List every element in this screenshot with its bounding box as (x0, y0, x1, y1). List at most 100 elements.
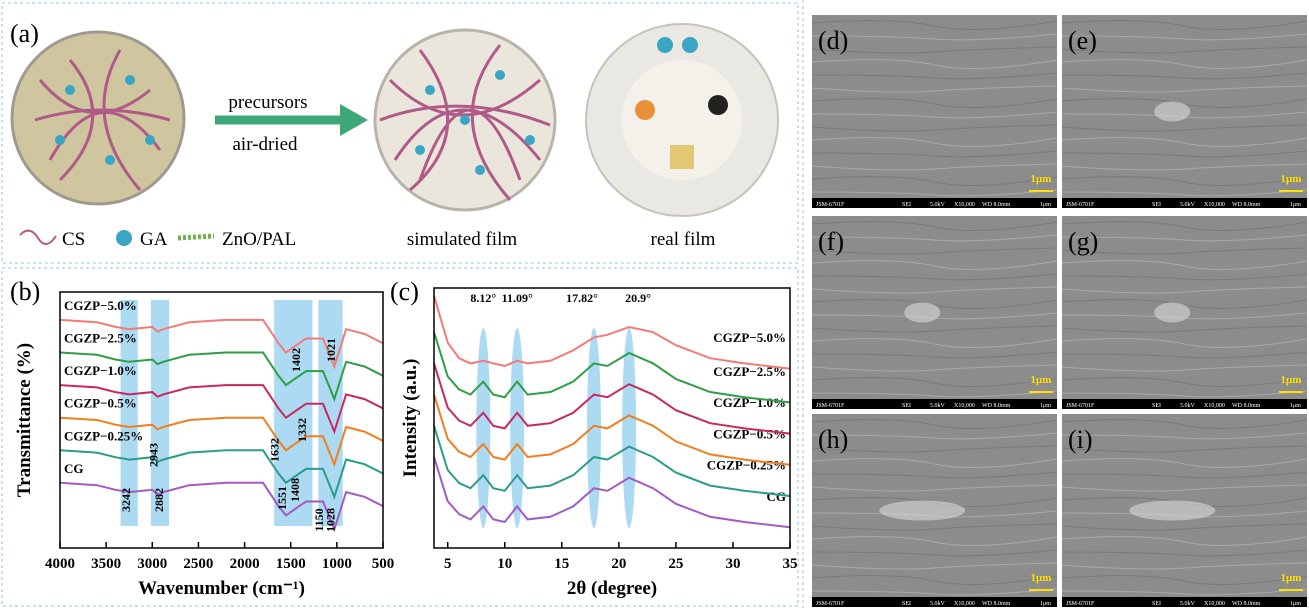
sem-footer-text: WD 8.0mm (1232, 601, 1261, 607)
sem-feature (1154, 303, 1190, 323)
y-axis-title: Intensity (a.u.) (400, 359, 421, 478)
panel-label: (f) (818, 227, 844, 256)
sem-footer-text: JSM-6701F (816, 601, 845, 607)
panel-label: (h) (818, 425, 848, 454)
x-tick-label: 1000 (322, 556, 352, 572)
sem-footer-text: JSM-6701F (1066, 403, 1095, 409)
legend-label: ZnO/PAL (222, 229, 296, 250)
sem-footer-text: 5.0kV (1180, 202, 1196, 208)
panel-label: (a) (10, 19, 39, 48)
x-tick-label: 35 (783, 556, 798, 572)
x-axis-title: Wavenumber (cm⁻¹) (138, 578, 305, 599)
sem-scale-label: 1μm (1031, 374, 1052, 386)
peak-highlight (476, 328, 490, 528)
dish-real (586, 24, 778, 216)
sem-footer-text: 1μm (1040, 403, 1051, 409)
series-label: CGZP−0.25% (64, 428, 143, 443)
x-tick-label: 500 (372, 556, 395, 572)
arrow-label: precursors (228, 92, 307, 113)
sem-footer-text: 1μm (1040, 601, 1051, 607)
sem-image: JSM-6701FSEI5.0kVX10,000WD 8.0mm1μm1μm(g… (1062, 216, 1307, 409)
panel-label: (e) (1068, 26, 1097, 55)
sem-footer-text: SEI (902, 202, 911, 208)
sem-footer-text: JSM-6701F (1066, 601, 1095, 607)
legend-icon (20, 231, 56, 244)
series-label: CGZP−0.5% (64, 396, 137, 411)
sem-image: JSM-6701F SEI 5.0kV X10,000 WD 8.0mm 1μm 1μm (f… (812, 216, 1057, 409)
x-tick-label: 20 (611, 556, 626, 572)
x-tick-label: 1500 (276, 556, 306, 572)
sem-footer-text: X10,000 (954, 202, 975, 208)
x-tick-label: 2000 (230, 556, 260, 572)
peak-label: 1332 (295, 418, 309, 442)
peak-label: 1408 (288, 478, 302, 502)
sem-footer-text: X10,000 (954, 601, 975, 607)
sem-image: JSM-6701F SEI 5.0kV X10,000 WD 8.0mm 1μm 1μm (e… (1062, 15, 1307, 208)
sem-footer-text: 1μm (1290, 202, 1301, 208)
sem-background (812, 15, 1057, 208)
x-tick-label: 15 (554, 556, 569, 572)
dish-left (12, 32, 184, 204)
sem-footer-text: SEI (1152, 403, 1161, 409)
panel-label: (c) (390, 277, 419, 306)
sem-footer-text: 1μm (1290, 601, 1301, 607)
arrow-label: air-dried (232, 134, 298, 155)
panel-label: (b) (10, 277, 40, 306)
legend-icon (178, 236, 214, 238)
sem-footer-text: 5.0kV (930, 403, 946, 409)
series-label: CGZP−5.0% (64, 298, 137, 313)
sem-feature (904, 303, 940, 323)
sem-footer-text: X10,000 (954, 403, 975, 409)
x-tick-label: 5 (444, 556, 452, 572)
series-label: CGZP−5.0% (713, 330, 786, 345)
sem-footer-text: X10,000 (1204, 601, 1225, 607)
sem-footer-text: WD 8.0mm (982, 601, 1011, 607)
sem-scale-label: 1μm (1281, 173, 1302, 185)
sem-footer-text: 1μm (1290, 403, 1301, 409)
series-label: CGZP−1.0% (64, 363, 137, 378)
sem-footer-text: JSM-6701F (1066, 202, 1095, 208)
x-tick-label: 25 (668, 556, 683, 572)
series-label: CGZP−2.5% (64, 331, 137, 346)
highlight-band (318, 300, 342, 526)
peak-label: 1028 (323, 508, 337, 532)
sem-footer-text: 5.0kV (930, 601, 946, 607)
x-tick-label: 4000 (45, 556, 75, 572)
caption: real film (651, 229, 716, 250)
sem-footer-text: WD 8.0mm (1232, 202, 1261, 208)
sem-footer-text: 5.0kV (930, 202, 946, 208)
x-tick-label: 30 (725, 556, 740, 572)
legend-icon (116, 230, 132, 246)
sem-footer-text: WD 8.0mm (982, 403, 1011, 409)
sem-footer-text: JSM-6701F (816, 403, 845, 409)
sem-scale-label: 1μm (1031, 572, 1052, 584)
panel-label: (g) (1068, 227, 1098, 256)
sem-footer-text: 5.0kV (1180, 601, 1196, 607)
sem-image: JSM-6701FSEI5.0kVX10,000WD 8.0mm1μm1μm(d… (812, 15, 1057, 208)
x-tick-label: 3000 (137, 556, 167, 572)
x-axis-title: 2θ (degree) (567, 578, 657, 599)
peak-label: 11.09° (502, 291, 533, 305)
sem-footer-text: SEI (902, 403, 911, 409)
sem-footer-text: SEI (902, 601, 911, 607)
peak-label: 8.12° (470, 291, 496, 305)
caption: simulated film (407, 229, 518, 250)
peak-label: 1021 (324, 338, 338, 362)
sem-feature (879, 501, 965, 521)
peak-highlight (622, 328, 636, 528)
sem-footer-text: WD 8.0mm (982, 202, 1011, 208)
sem-scale-label: 1μm (1281, 374, 1302, 386)
series-label: CG (767, 489, 787, 504)
legend-label: CS (62, 229, 85, 250)
figure: (a) precursors air-dried CS GA ZnO/PAL s… (0, 0, 1309, 608)
sem-footer-text: X10,000 (1204, 202, 1225, 208)
peak-highlight (510, 328, 524, 528)
sem-footer-text: SEI (1152, 202, 1161, 208)
sem-footer-text: JSM-6701F (816, 202, 845, 208)
peak-label: 2943 (147, 443, 161, 467)
sem-feature (1154, 102, 1190, 122)
sem-scale-label: 1μm (1281, 572, 1302, 584)
peak-label: 1402 (289, 348, 303, 372)
sem-scale-label: 1μm (1031, 173, 1052, 185)
